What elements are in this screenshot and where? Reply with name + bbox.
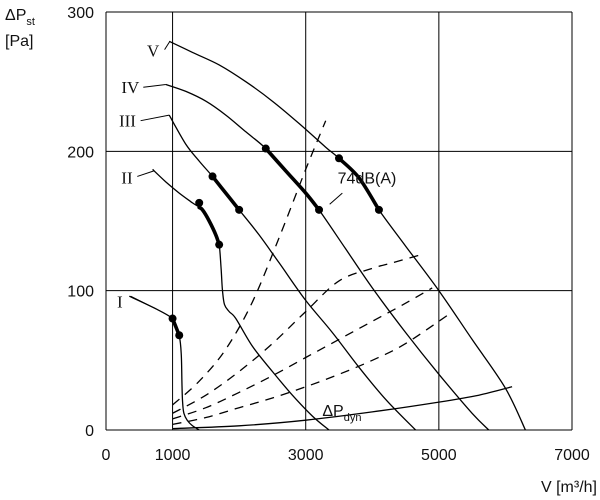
dynamic-pressure-label: ΔPdyn (322, 403, 361, 424)
y-axis-title-sub: st (26, 16, 35, 28)
operating-point-marker (374, 205, 383, 214)
x-tick-label: 5000 (421, 447, 457, 464)
curve-label-i: I (117, 292, 123, 311)
series-line-dashed-7 (172, 287, 433, 420)
operating-point-marker (261, 144, 270, 153)
operating-point-marker (215, 240, 224, 249)
x-tick-label: 1000 (155, 447, 191, 464)
y-axis-unit: [Pa] (5, 33, 33, 50)
series-line-pdyn (172, 386, 513, 430)
y-tick-label: 0 (85, 423, 94, 440)
curve-label-leader (130, 295, 157, 310)
series-line-iii (168, 114, 417, 431)
curve-label-leader (137, 170, 155, 177)
y-tick-label: 100 (67, 284, 94, 301)
series-group (129, 40, 526, 431)
y-axis-title: ΔPst (5, 7, 35, 28)
operating-point-marker (195, 198, 204, 207)
operating-point-marker (208, 172, 217, 181)
x-tick-label: 3000 (288, 447, 324, 464)
series-bold-segment-ii (197, 205, 221, 247)
curve-label-iv: IV (121, 78, 140, 97)
series-line-dashed-6 (172, 253, 423, 414)
operating-point-marker (175, 331, 184, 340)
operating-point-marker (168, 314, 177, 323)
sound-level-label: 74dB(A) (338, 170, 397, 187)
curve-label-leader (164, 40, 171, 50)
series-line-74db-a (172, 120, 327, 406)
series-line-dashed-8 (172, 313, 450, 426)
series-line-ii (152, 168, 330, 431)
series-line-v (168, 40, 526, 431)
series-line-i (129, 295, 200, 431)
markers-group (168, 144, 383, 340)
x-axis-title: V [m³/h] (541, 479, 597, 496)
tick-labels: 0 1000 3000 5000 7000 0 100 200 300 (67, 5, 590, 464)
x-tick-label: 7000 (554, 447, 590, 464)
y-tick-label: 300 (67, 5, 94, 22)
series-bold-segment-iv (264, 146, 321, 212)
curve-label-leader (140, 114, 170, 122)
series-bold-segment-v (337, 156, 381, 212)
operating-point-marker (315, 205, 324, 214)
operating-point-marker (235, 205, 244, 214)
y-axis-title-main: ΔP (5, 7, 26, 24)
operating-point-marker (335, 154, 343, 163)
series-bold-segment-iii (210, 174, 241, 212)
curve-label-leader (143, 83, 166, 88)
curve-label-ii: II (121, 168, 133, 187)
curve-label-iii: III (119, 111, 136, 130)
sound-level-leader (329, 192, 343, 205)
x-tick-label: 0 (102, 447, 111, 464)
grid (105, 11, 573, 431)
curve-label-v: V (147, 42, 160, 61)
y-tick-label: 200 (67, 144, 94, 161)
